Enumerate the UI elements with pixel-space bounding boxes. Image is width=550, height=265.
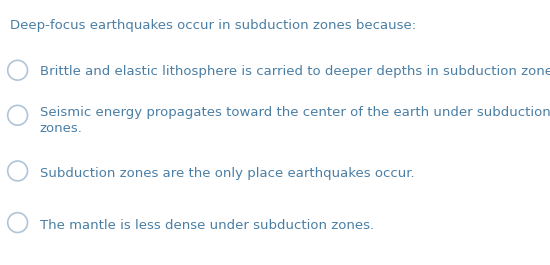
Text: Seismic energy propagates toward the center of the earth under subduction
zones.: Seismic energy propagates toward the cen… bbox=[40, 106, 550, 135]
Text: Brittle and elastic lithosphere is carried to deeper depths in subduction zones.: Brittle and elastic lithosphere is carri… bbox=[40, 65, 550, 78]
Text: Deep-focus earthquakes occur in subduction zones because:: Deep-focus earthquakes occur in subducti… bbox=[10, 19, 416, 32]
Text: The mantle is less dense under subduction zones.: The mantle is less dense under subductio… bbox=[40, 219, 374, 232]
Text: Subduction zones are the only place earthquakes occur.: Subduction zones are the only place eart… bbox=[40, 167, 414, 180]
